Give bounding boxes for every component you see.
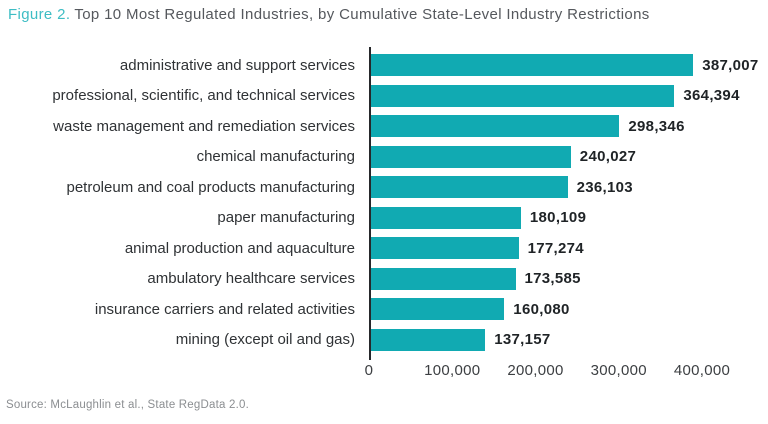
category-label: administrative and support services — [119, 56, 355, 74]
bar-row: petroleum and coal products manufacturin… — [0, 172, 768, 203]
figure-title: Figure 2. Top 10 Most Regulated Industrie… — [8, 6, 650, 23]
bar-row: paper manufacturing 180,109 — [0, 203, 768, 234]
x-tick-label: 100,000 — [424, 362, 481, 379]
bar-row: waste management and remediation service… — [0, 111, 768, 142]
x-axis-ticks: 0 100,000 200,000 300,000 400,000 — [0, 362, 768, 382]
bar — [371, 84, 675, 107]
bar-chart: administrative and support services 387,0… — [0, 50, 768, 355]
value-label: 177,274 — [527, 239, 584, 257]
category-label: ambulatory healthcare services — [147, 270, 355, 288]
x-tick-label: 400,000 — [673, 362, 731, 379]
x-tick-label: 200,000 — [507, 362, 564, 379]
bar — [371, 298, 505, 321]
bar — [371, 54, 694, 77]
category-label: petroleum and coal products manufacturin… — [66, 178, 355, 196]
category-label: waste management and remediation service… — [53, 117, 355, 135]
category-label: professional, scientific, and technical … — [52, 87, 355, 105]
figure-number-label: Figure 2. — [8, 6, 71, 23]
x-tick-label: 300,000 — [590, 362, 647, 379]
value-label: 180,109 — [529, 209, 587, 227]
category-label: paper manufacturing — [217, 209, 355, 227]
bar — [371, 176, 568, 199]
source-note: Source: McLaughlin et al., State RegData… — [6, 399, 249, 411]
value-label: 160,080 — [513, 300, 570, 318]
value-label: 173,585 — [524, 270, 581, 288]
bar-row: professional, scientific, and technical … — [0, 81, 768, 112]
figure-title-text: Top 10 Most Regulated Industries, by Cum… — [74, 6, 650, 23]
bar — [371, 267, 516, 290]
x-tick-label: 0 — [364, 362, 374, 379]
bar — [371, 115, 620, 138]
bar-row: chemical manufacturing 240,027 — [0, 142, 768, 173]
bar — [371, 237, 519, 260]
value-label: 364,394 — [683, 87, 740, 105]
category-label: insurance carriers and related activitie… — [94, 300, 355, 318]
category-label: animal production and aquaculture — [124, 239, 355, 257]
bar-row: ambulatory healthcare services 173,585 — [0, 264, 768, 295]
bar-row: animal production and aquaculture 177,274 — [0, 233, 768, 264]
category-label: chemical manufacturing — [196, 148, 355, 166]
value-label: 387,007 — [702, 56, 759, 74]
category-label: mining (except oil and gas) — [175, 331, 355, 349]
bar-row: mining (except oil and gas) 137,157 — [0, 325, 768, 356]
value-label: 137,157 — [494, 331, 551, 349]
value-label: 240,027 — [579, 148, 637, 166]
value-label: 236,103 — [576, 178, 633, 196]
value-label: 298,346 — [628, 117, 685, 135]
bar-row: insurance carriers and related activitie… — [0, 294, 768, 325]
bar — [371, 145, 571, 168]
y-axis-line — [369, 47, 371, 360]
bar-row: administrative and support services 387,0… — [0, 50, 768, 81]
bar — [371, 328, 486, 351]
bar — [371, 206, 521, 229]
